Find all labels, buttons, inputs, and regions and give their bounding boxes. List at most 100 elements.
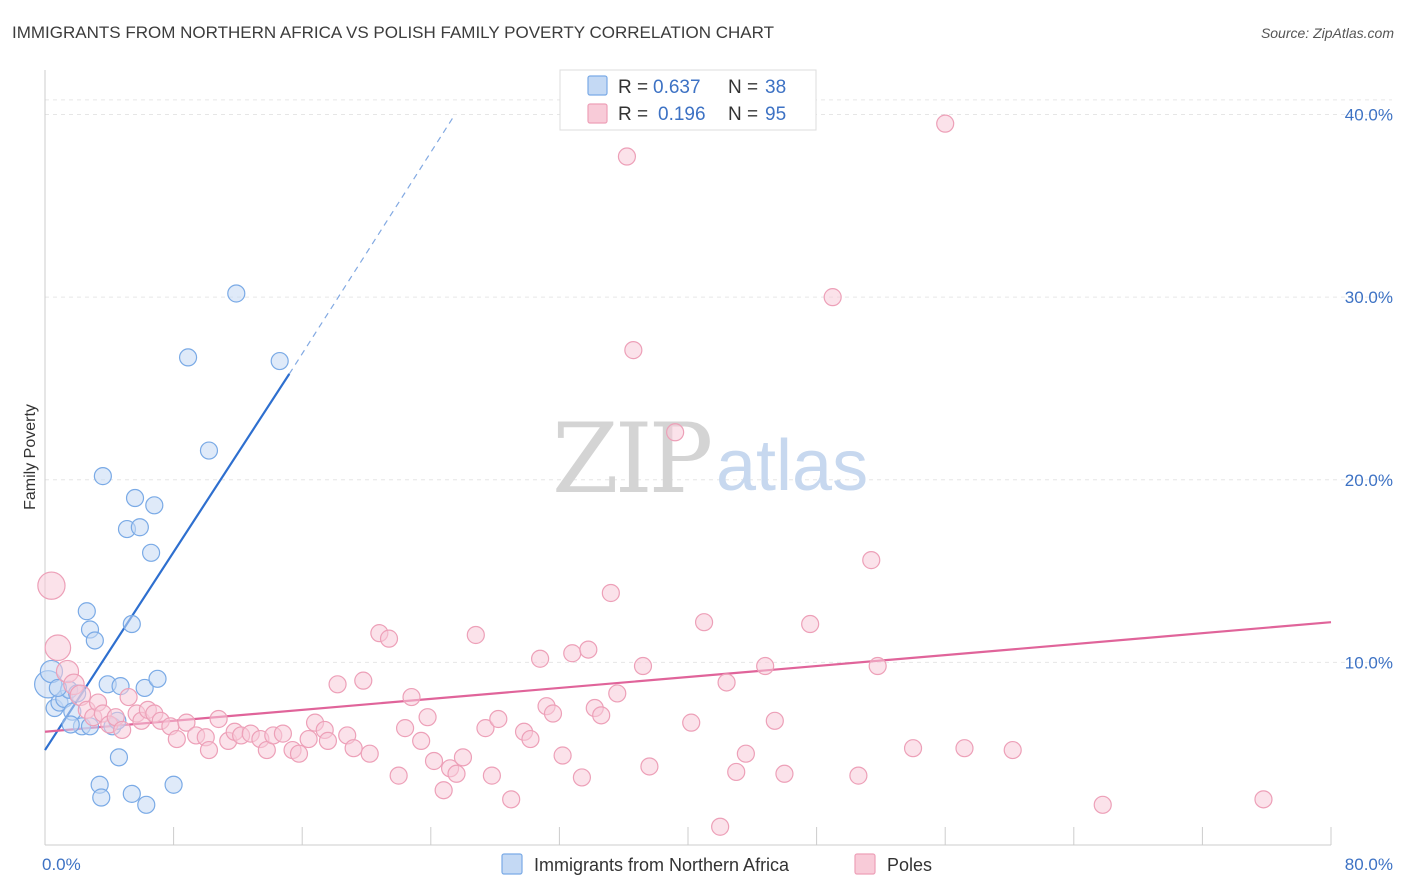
point-poles <box>209 709 228 729</box>
point-poles <box>402 687 421 707</box>
point-poles <box>862 551 881 570</box>
point-poles <box>633 656 653 676</box>
point-poles <box>379 629 399 648</box>
point-poles <box>1093 795 1112 814</box>
legend-r-label-2: R = <box>618 104 648 125</box>
watermark: ZIP atlas <box>552 403 868 515</box>
point-poles <box>447 764 466 783</box>
point-poles <box>44 634 72 662</box>
point-poles <box>849 766 868 785</box>
point-immigrants <box>227 284 246 303</box>
point-poles <box>903 739 923 758</box>
point-poles <box>412 731 431 751</box>
point-immigrants <box>199 441 219 460</box>
point-immigrants <box>92 788 111 807</box>
point-poles <box>389 766 408 785</box>
y-tick-label: 20.0% <box>1345 471 1393 490</box>
point-immigrants <box>137 795 156 814</box>
point-poles <box>608 684 627 703</box>
point-poles <box>666 423 685 442</box>
point-poles <box>823 288 842 307</box>
point-immigrants <box>93 467 112 486</box>
point-poles <box>395 719 415 738</box>
legend-n-value-1: 38 <box>765 77 786 98</box>
chart-title: IMMIGRANTS FROM NORTHERN AFRICA VS POLIS… <box>12 23 774 42</box>
watermark-zip: ZIP <box>552 403 711 515</box>
point-poles <box>727 762 746 782</box>
point-poles <box>434 781 453 800</box>
point-poles <box>765 711 784 730</box>
point-immigrants <box>145 496 164 515</box>
point-poles <box>360 744 379 763</box>
point-poles <box>1003 740 1022 760</box>
point-poles <box>617 147 637 166</box>
bottom-legend-poles: Poles <box>887 855 932 875</box>
x-tick-label: 0.0% <box>42 855 81 874</box>
point-poles <box>521 729 540 749</box>
chart-source: Source: ZipAtlas.com <box>1261 25 1394 41</box>
point-poles <box>344 739 363 758</box>
legend-r-value-2: 0.196 <box>658 104 706 125</box>
point-poles <box>37 571 66 600</box>
legend-r-label-1: R = <box>618 77 648 98</box>
point-immigrants <box>125 488 145 508</box>
point-immigrants <box>270 351 289 371</box>
point-poles <box>579 640 598 659</box>
bottom-legend-immigrants: Immigrants from Northern Africa <box>534 855 790 875</box>
point-poles <box>289 744 309 763</box>
bottom-legend-swatch-immigrants <box>501 853 523 875</box>
point-poles <box>955 739 974 758</box>
point-poles <box>624 341 643 360</box>
point-poles <box>502 790 521 809</box>
point-immigrants <box>77 602 96 621</box>
point-poles <box>318 731 338 751</box>
trendline-immigrants-extension <box>288 114 456 375</box>
point-poles <box>682 713 701 732</box>
point-poles <box>736 744 755 763</box>
axes <box>44 70 1332 846</box>
point-poles <box>453 748 473 767</box>
point-immigrants <box>85 631 104 650</box>
bottom-legend: Immigrants from Northern Africa Poles <box>501 853 932 875</box>
x-tick-label: 80.0% <box>1345 855 1393 874</box>
legend-n-label-1: N = <box>728 77 758 98</box>
point-poles <box>482 766 501 785</box>
point-immigrants <box>135 678 154 698</box>
point-poles <box>489 709 508 729</box>
legend-swatch-poles <box>587 103 608 124</box>
legend-n-label-2: N = <box>728 104 758 125</box>
trendline-poles <box>44 621 1332 733</box>
point-poles <box>775 764 794 783</box>
y-tick-label: 30.0% <box>1345 288 1393 307</box>
point-poles <box>1254 790 1273 809</box>
legend-n-value-2: 95 <box>765 104 786 125</box>
point-poles <box>717 673 736 692</box>
point-poles <box>113 720 132 740</box>
point-poles <box>167 729 186 749</box>
y-tick-label: 10.0% <box>1345 653 1393 672</box>
tick-labels: 10.0% 20.0% 30.0% 40.0% 0.0% 80.0% <box>42 106 1393 874</box>
point-poles <box>756 656 775 676</box>
y-axis-label: Family Poverty <box>22 404 39 510</box>
point-immigrants <box>164 775 183 794</box>
point-poles <box>801 614 820 634</box>
point-poles <box>177 713 196 732</box>
point-poles <box>563 644 582 663</box>
point-poles <box>199 740 219 760</box>
point-poles <box>466 625 485 645</box>
point-poles <box>868 656 887 676</box>
point-poles <box>328 675 347 694</box>
point-poles <box>543 704 563 723</box>
point-poles <box>273 724 293 743</box>
point-immigrants <box>61 715 80 734</box>
point-poles <box>601 583 620 603</box>
point-immigrants <box>148 669 167 688</box>
gridlines <box>45 99 1392 663</box>
point-poles <box>418 708 437 727</box>
point-poles <box>694 613 714 632</box>
point-immigrants <box>141 543 161 562</box>
bottom-legend-swatch-poles <box>854 853 876 875</box>
point-poles <box>299 729 318 749</box>
point-immigrants <box>109 748 129 767</box>
